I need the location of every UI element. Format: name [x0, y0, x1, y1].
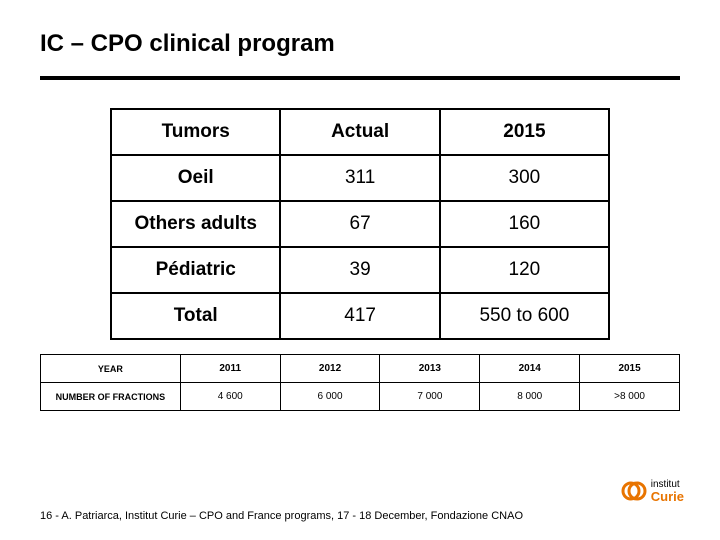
- cell: 6 000: [280, 383, 380, 411]
- logo-line1: institut: [651, 480, 684, 490]
- table-header-row: YEAR 2011 2012 2013 2014 2015: [41, 355, 680, 383]
- cell: 4 600: [180, 383, 280, 411]
- fractions-table: YEAR 2011 2012 2013 2014 2015 NUMBER OF …: [40, 354, 680, 411]
- col-header: Actual: [280, 109, 439, 155]
- cell: 300: [440, 155, 609, 201]
- logo-line2: Curie: [651, 490, 684, 503]
- cell: 39: [280, 247, 439, 293]
- table-row: NUMBER OF FRACTIONS 4 600 6 000 7 000 8 …: [41, 383, 680, 411]
- cell: 160: [440, 201, 609, 247]
- cell: 550 to 600: [440, 293, 609, 339]
- col-header: 2013: [380, 355, 480, 383]
- col-header: 2014: [480, 355, 580, 383]
- cell: 7 000: [380, 383, 480, 411]
- title-rule: [40, 76, 680, 80]
- row-header: NUMBER OF FRACTIONS: [41, 383, 181, 411]
- table-row: Oeil 311 300: [111, 155, 609, 201]
- col-header: 2011: [180, 355, 280, 383]
- col-header: 2015: [580, 355, 680, 383]
- col-header: Tumors: [111, 109, 280, 155]
- tumors-table: Tumors Actual 2015 Oeil 311 300 Others a…: [110, 108, 610, 340]
- cell: 67: [280, 201, 439, 247]
- table-row: Pédiatric 39 120: [111, 247, 609, 293]
- row-header: Others adults: [111, 201, 280, 247]
- col-header: YEAR: [41, 355, 181, 383]
- row-header: Oeil: [111, 155, 280, 201]
- footer-text: 16 - A. Patriarca, Institut Curie – CPO …: [40, 510, 680, 522]
- col-header: 2015: [440, 109, 609, 155]
- page-title: IC – CPO clinical program: [40, 30, 680, 58]
- cell: 120: [440, 247, 609, 293]
- cell: 8 000: [480, 383, 580, 411]
- cell: 417: [280, 293, 439, 339]
- row-header: Pédiatric: [111, 247, 280, 293]
- table-row: Others adults 67 160: [111, 201, 609, 247]
- table-header-row: Tumors Actual 2015: [111, 109, 609, 155]
- logo-text: institut Curie: [651, 480, 684, 503]
- institut-curie-logo: institut Curie: [621, 478, 684, 504]
- cell: >8 000: [580, 383, 680, 411]
- col-header: 2012: [280, 355, 380, 383]
- cell: 311: [280, 155, 439, 201]
- row-header: Total: [111, 293, 280, 339]
- table-row: Total 417 550 to 600: [111, 293, 609, 339]
- logo-rings-icon: [621, 478, 647, 504]
